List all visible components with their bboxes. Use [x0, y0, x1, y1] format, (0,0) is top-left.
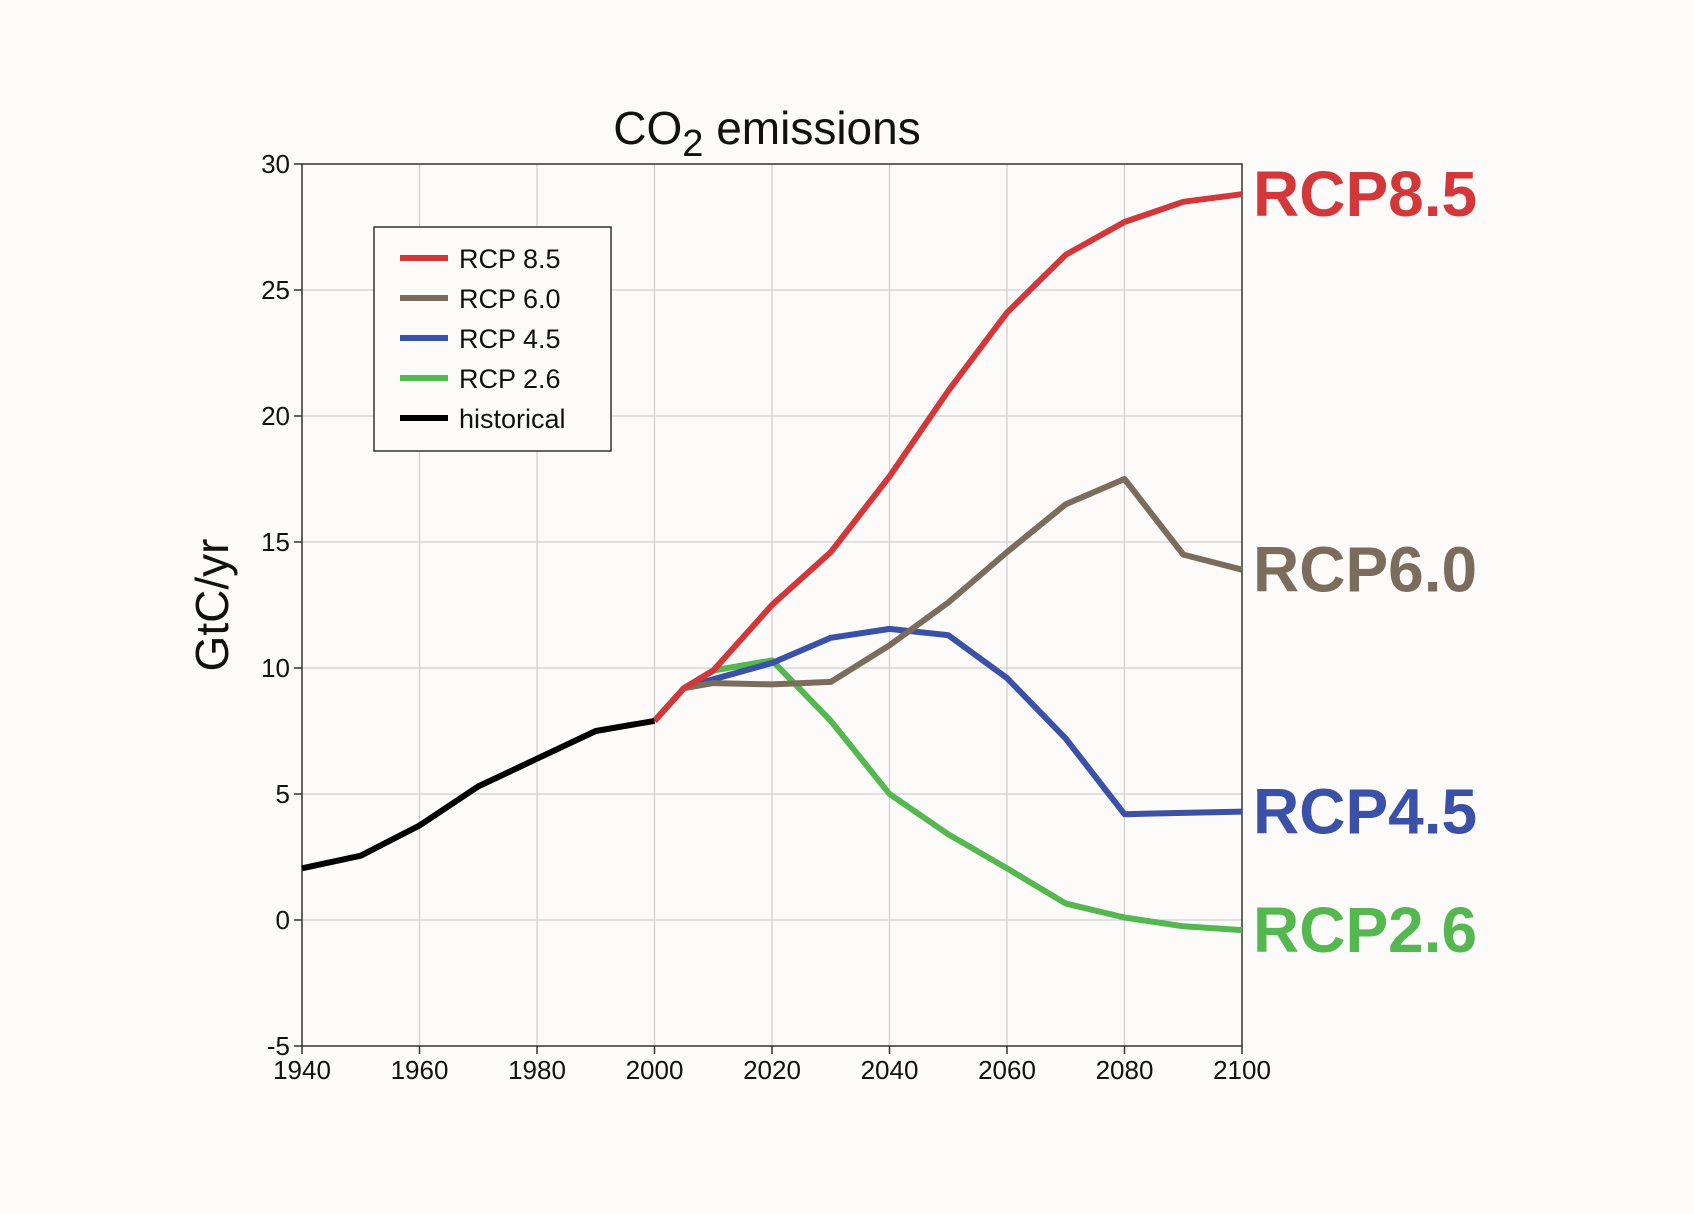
series-line-rcp60 — [652, 476, 1243, 723]
legend-label-rcp45: RCP 4.5 — [459, 324, 561, 354]
x-tick-label-1980: 1980 — [508, 1055, 566, 1085]
series-line-rcp26 — [652, 657, 1243, 934]
series-line-rcp45 — [652, 625, 1243, 818]
legend-label-rcp60: RCP 6.0 — [459, 284, 561, 314]
series-lines — [301, 191, 1243, 934]
title-suffix: emissions — [703, 102, 920, 154]
title-prefix: CO — [613, 102, 682, 154]
y-axis-label: GtC/yr — [186, 539, 238, 672]
end-label-rcp26: RCP2.6 — [1253, 894, 1477, 966]
x-axis-ticks: 1940 1960 1980 2000 2020 2040 2060 2080 2100 — [273, 1046, 1271, 1085]
series-line-rcp85 — [652, 191, 1243, 723]
x-tick-label-2080: 2080 — [1096, 1055, 1154, 1085]
legend-label-rcp26: RCP 2.6 — [459, 364, 561, 394]
x-tick-label-2100: 2100 — [1213, 1055, 1271, 1085]
y-tick-label-30: 30 — [261, 149, 290, 179]
end-label-rcp60: RCP6.0 — [1253, 534, 1477, 606]
series-line-historical — [301, 717, 656, 872]
y-tick-label-20: 20 — [261, 401, 290, 431]
legend-label-historical: historical — [459, 404, 566, 434]
y-tick-label-10: 10 — [261, 653, 290, 683]
y-tick-label-5: 5 — [276, 779, 290, 809]
y-tick-label--5: -5 — [267, 1031, 290, 1061]
series-end-labels: RCP8.5 RCP6.0 RCP4.5 RCP2.6 — [1253, 158, 1477, 966]
end-label-rcp85: RCP8.5 — [1253, 158, 1477, 230]
legend: RCP 8.5 RCP 6.0 RCP 4.5 RCP 2.6 historical — [373, 226, 612, 452]
chart-title: CO2 emissions — [613, 102, 920, 165]
legend-label-rcp85: RCP 8.5 — [459, 244, 561, 274]
x-tick-label-2060: 2060 — [978, 1055, 1036, 1085]
title-subscript: 2 — [682, 123, 703, 165]
legend-items: RCP 8.5 RCP 6.0 RCP 4.5 RCP 2.6 historical — [400, 244, 566, 434]
y-tick-label-25: 25 — [261, 275, 290, 305]
y-tick-label-0: 0 — [276, 905, 290, 935]
x-tick-label-2040: 2040 — [861, 1055, 919, 1085]
end-label-rcp45: RCP4.5 — [1253, 776, 1477, 848]
x-tick-label-1940: 1940 — [273, 1055, 331, 1085]
y-axis-ticks: -5 0 5 10 15 20 25 30 — [261, 149, 302, 1061]
x-tick-label-1960: 1960 — [391, 1055, 449, 1085]
y-tick-label-15: 15 — [261, 527, 290, 557]
x-tick-label-2000: 2000 — [626, 1055, 684, 1085]
x-tick-label-2020: 2020 — [743, 1055, 801, 1085]
